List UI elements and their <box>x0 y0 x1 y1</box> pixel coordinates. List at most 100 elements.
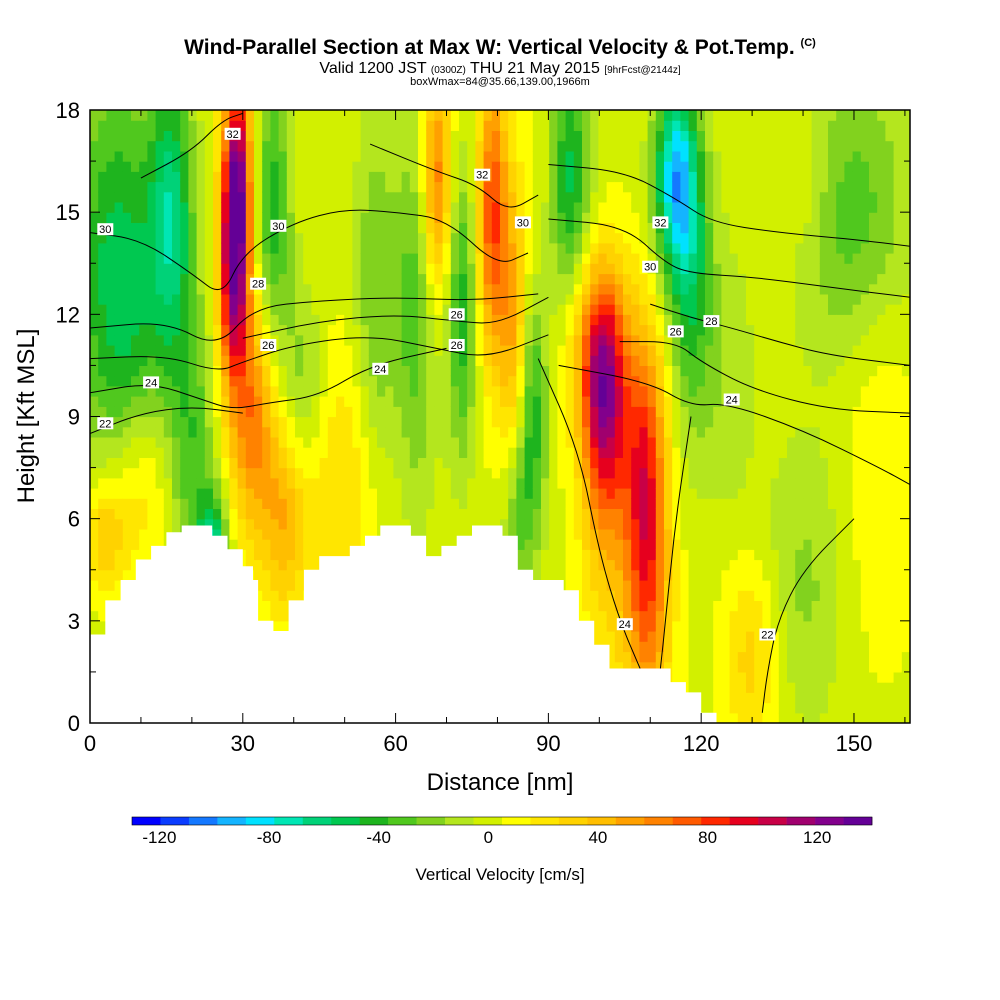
w-cell <box>655 447 665 458</box>
w-cell <box>565 202 575 213</box>
w-cell <box>729 202 739 213</box>
w-cell <box>188 314 198 326</box>
w-cell <box>221 488 230 499</box>
w-cell <box>327 191 337 203</box>
w-cell <box>106 518 116 530</box>
w-cell <box>336 477 345 489</box>
w-cell <box>737 140 747 152</box>
w-cell <box>721 130 731 142</box>
w-cell <box>590 375 599 387</box>
w-cell <box>303 202 312 213</box>
w-cell <box>155 345 165 356</box>
w-cell <box>204 222 214 234</box>
w-cell <box>713 488 722 499</box>
w-cell <box>655 539 665 550</box>
w-cell <box>746 467 755 479</box>
w-cell <box>245 355 255 366</box>
w-cell <box>606 651 616 663</box>
w-cell <box>737 130 747 142</box>
w-cell <box>475 283 485 295</box>
w-cell <box>696 130 706 142</box>
w-cell <box>705 242 714 254</box>
w-cell <box>623 477 632 489</box>
w-cell <box>565 140 575 152</box>
w-cell <box>721 477 731 489</box>
w-cell <box>344 242 353 254</box>
w-cell <box>245 191 255 203</box>
w-cell <box>434 314 444 326</box>
w-cell <box>729 242 739 254</box>
w-cell <box>385 518 394 530</box>
w-cell <box>163 222 173 234</box>
w-cell <box>352 508 362 520</box>
w-cell <box>516 161 526 172</box>
w-cell <box>762 651 772 663</box>
w-cell <box>254 365 263 377</box>
w-cell <box>188 304 198 315</box>
w-cell <box>762 508 772 520</box>
w-cell <box>721 355 731 366</box>
w-cell <box>172 293 181 305</box>
w-cell <box>614 293 624 305</box>
w-cell <box>418 477 427 489</box>
w-cell <box>524 140 534 152</box>
w-cell <box>655 150 665 162</box>
w-cell <box>713 161 722 172</box>
w-cell <box>516 539 526 550</box>
w-cell <box>614 590 624 601</box>
w-cell <box>672 242 681 254</box>
w-cell <box>303 549 312 561</box>
w-cell <box>696 202 706 213</box>
w-cell <box>147 283 157 295</box>
w-cell <box>295 457 304 469</box>
w-cell <box>500 528 509 540</box>
w-cell <box>434 222 444 234</box>
w-cell <box>393 161 403 172</box>
w-cell <box>680 426 690 438</box>
w-cell <box>336 242 345 254</box>
w-cell <box>352 539 362 550</box>
w-cell <box>409 477 419 489</box>
w-cell <box>696 610 706 622</box>
w-cell <box>295 293 304 305</box>
w-cell <box>737 345 747 356</box>
w-cell <box>270 191 280 203</box>
w-cell <box>229 477 239 489</box>
w-cell <box>623 559 632 571</box>
w-cell <box>442 222 452 234</box>
w-cell <box>532 191 542 203</box>
w-cell <box>442 375 452 387</box>
w-cell <box>450 181 460 193</box>
w-cell <box>303 120 312 131</box>
w-cell <box>770 702 780 714</box>
w-cell <box>729 528 739 540</box>
w-cell <box>377 375 386 387</box>
w-cell <box>180 202 189 213</box>
w-cell <box>754 263 763 275</box>
w-cell <box>295 324 304 336</box>
w-cell <box>631 498 640 509</box>
w-cell <box>475 242 485 254</box>
w-cell <box>442 457 452 469</box>
w-cell <box>696 457 706 469</box>
w-cell <box>180 365 189 377</box>
w-cell <box>664 161 673 172</box>
w-cell <box>524 355 534 366</box>
w-cell <box>237 283 247 295</box>
w-cell <box>614 528 624 540</box>
w-cell <box>262 447 271 458</box>
w-cell <box>639 498 649 509</box>
w-cell <box>614 202 624 213</box>
w-cell <box>590 171 599 183</box>
w-cell <box>590 191 599 203</box>
w-cell <box>196 426 206 438</box>
w-cell <box>303 447 312 458</box>
w-cell <box>647 467 657 479</box>
w-cell <box>565 477 575 489</box>
w-cell <box>557 355 567 366</box>
w-cell <box>606 334 616 346</box>
w-cell <box>737 498 747 509</box>
w-cell <box>237 457 247 469</box>
w-cell <box>426 222 435 234</box>
w-cell <box>270 508 280 520</box>
